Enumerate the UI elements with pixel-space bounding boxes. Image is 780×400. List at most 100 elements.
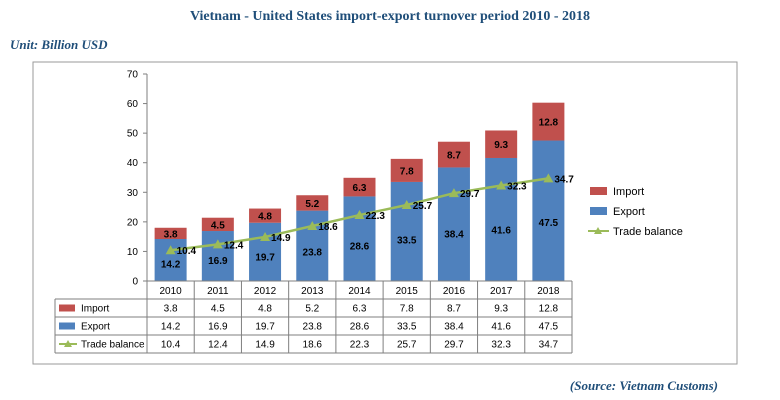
table-cell: 14.2 <box>161 322 181 333</box>
table-cell: 25.7 <box>397 340 417 351</box>
table-cell: 23.8 <box>303 322 323 333</box>
import-bar <box>154 227 187 240</box>
trade-balance-marker <box>543 173 554 183</box>
import-data-label: 4.5 <box>211 220 225 231</box>
table-row-label: Trade balance <box>81 340 145 351</box>
table-cell: 6.3 <box>353 304 367 315</box>
category-label: 2017 <box>490 286 513 297</box>
legend-trade-balance-marker <box>594 227 602 234</box>
table-cell: 16.9 <box>208 322 228 333</box>
export-bar <box>390 181 423 281</box>
legend-export-swatch <box>590 207 607 215</box>
table-cell: 7.8 <box>400 304 414 315</box>
trade-balance-marker <box>260 231 271 241</box>
source-note: (Source: Vietnam Customs) <box>569 378 718 393</box>
table-cell: 10.4 <box>161 340 181 351</box>
import-bar <box>343 177 376 197</box>
category-label: 2012 <box>254 286 277 297</box>
table-cell: 3.8 <box>164 304 178 315</box>
y-tick-label: 30 <box>127 188 139 199</box>
trade-balance-marker <box>496 180 507 190</box>
import-bar <box>485 130 518 158</box>
import-data-label: 3.8 <box>164 229 178 240</box>
export-bar <box>343 196 376 281</box>
table-cell: 4.5 <box>211 304 225 315</box>
y-tick-label: 20 <box>127 217 139 228</box>
export-data-label: 19.7 <box>255 253 275 264</box>
import-data-label: 4.8 <box>258 212 272 223</box>
table-cell: 14.9 <box>255 340 275 351</box>
trade-balance-data-label: 29.7 <box>460 189 480 200</box>
category-label: 2018 <box>537 286 560 297</box>
table-cell: 38.4 <box>444 322 464 333</box>
category-label: 2011 <box>207 286 229 297</box>
trade-balance-data-label: 18.6 <box>318 222 338 233</box>
category-label: 2014 <box>348 286 371 297</box>
category-label: 2010 <box>159 286 182 297</box>
trade-balance-marker <box>212 239 223 249</box>
export-bar <box>532 140 565 281</box>
import-bar <box>390 158 423 182</box>
table-cell: 9.3 <box>494 304 508 315</box>
export-data-label: 47.5 <box>539 218 559 229</box>
import-bar <box>532 102 565 141</box>
trade-balance-data-label: 10.4 <box>177 246 197 257</box>
export-data-label: 41.6 <box>491 225 511 236</box>
trade-balance-marker <box>448 188 459 198</box>
table-key-export <box>59 322 75 330</box>
y-tick-label: 50 <box>127 129 139 140</box>
import-bar <box>249 208 282 223</box>
import-bar <box>437 141 470 168</box>
export-data-label: 33.5 <box>397 235 417 246</box>
y-tick-label: 60 <box>127 99 139 110</box>
export-data-label: 28.6 <box>350 241 370 252</box>
trade-balance-data-label: 14.9 <box>271 233 291 244</box>
trade-balance-marker <box>401 200 412 210</box>
table-cell: 33.5 <box>397 322 417 333</box>
category-label: 2016 <box>443 286 466 297</box>
legend-export-label: Export <box>613 206 645 218</box>
table-cell: 8.7 <box>447 304 461 315</box>
trade-balance-marker <box>307 220 318 230</box>
table-cell: 34.7 <box>539 340 559 351</box>
y-tick-label: 0 <box>132 277 138 288</box>
import-data-label: 8.7 <box>447 151 461 162</box>
trade-balance-data-label: 25.7 <box>413 201 433 212</box>
category-label: 2015 <box>396 286 419 297</box>
table-cell: 12.4 <box>208 340 228 351</box>
table-cell: 18.6 <box>303 340 323 351</box>
legend-import-swatch <box>590 187 607 195</box>
export-data-label: 16.9 <box>208 256 228 267</box>
table-key-import <box>59 304 75 312</box>
legend-trade-balance-label: Trade balance <box>613 226 683 238</box>
trade-balance-data-label: 12.4 <box>224 240 244 251</box>
table-cell: 19.7 <box>255 322 275 333</box>
export-bar <box>437 167 470 281</box>
chart-frame <box>32 61 738 365</box>
table-cell: 4.8 <box>258 304 272 315</box>
import-data-label: 9.3 <box>494 140 508 151</box>
trade-balance-marker <box>354 210 365 220</box>
table-cell: 28.6 <box>350 322 370 333</box>
table-cell: 32.3 <box>491 340 511 351</box>
table-row-label: Export <box>81 322 110 333</box>
legend-import-label: Import <box>613 186 644 198</box>
table-cell: 22.3 <box>350 340 370 351</box>
import-bar <box>296 195 329 211</box>
trade-balance-marker <box>165 245 176 255</box>
y-tick-label: 10 <box>127 247 139 258</box>
chart-title: Vietnam - United States import-export tu… <box>189 9 591 24</box>
table-cell: 5.2 <box>305 304 319 315</box>
import-data-label: 6.3 <box>353 183 367 194</box>
trade-balance-data-label: 22.3 <box>366 211 386 222</box>
unit-label: Unit: Billion USD <box>10 37 108 52</box>
export-data-label: 38.4 <box>444 229 464 240</box>
category-label: 2013 <box>301 286 324 297</box>
table-cell: 41.6 <box>491 322 511 333</box>
import-data-label: 7.8 <box>400 166 414 177</box>
export-bar <box>485 157 518 281</box>
table-row-label: Import <box>81 304 110 315</box>
import-data-label: 12.8 <box>539 118 559 129</box>
import-data-label: 5.2 <box>305 199 319 210</box>
